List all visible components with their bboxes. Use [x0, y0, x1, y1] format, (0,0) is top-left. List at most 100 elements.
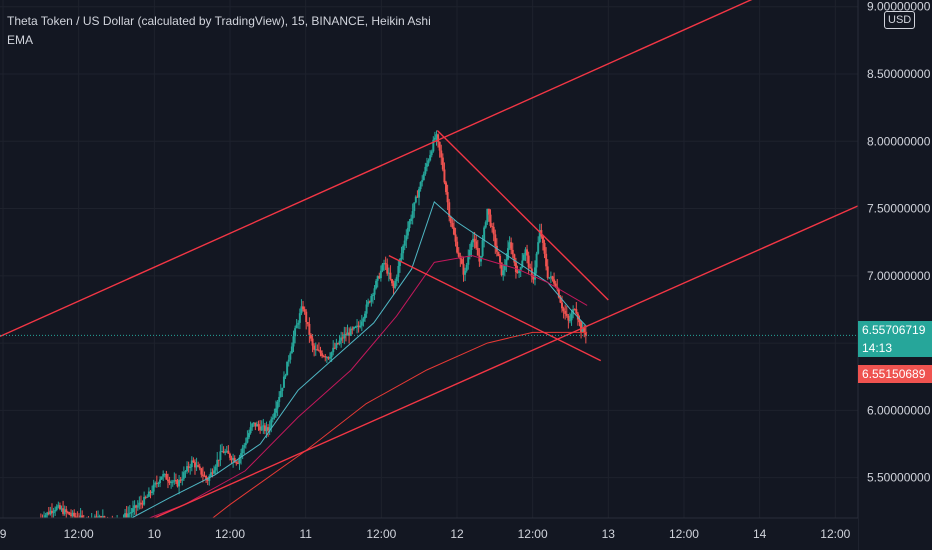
- candle-body: [128, 512, 131, 514]
- candle-body: [262, 425, 265, 427]
- currency-badge[interactable]: USD: [884, 11, 916, 29]
- candle-body: [427, 160, 430, 164]
- candle-body: [235, 462, 238, 464]
- candle-body: [297, 322, 300, 325]
- candle-body: [224, 451, 227, 453]
- candle-body: [181, 478, 184, 481]
- candle-body: [187, 466, 190, 468]
- candle-body: [46, 512, 49, 516]
- candle-body: [240, 453, 243, 458]
- candle-body: [462, 263, 465, 275]
- candle-body: [524, 249, 527, 255]
- candle-body: [329, 357, 332, 359]
- candle-body: [216, 459, 219, 467]
- candle-body: [519, 267, 522, 271]
- candle-body: [541, 236, 544, 243]
- candle-body: [197, 465, 200, 467]
- candle-body: [491, 226, 494, 228]
- candle-body: [281, 387, 284, 391]
- indicator-label[interactable]: EMA: [7, 33, 34, 47]
- ema-lines: [131, 200, 588, 550]
- candle-body: [341, 337, 344, 339]
- candle-body: [238, 457, 241, 464]
- candle-body: [529, 267, 532, 269]
- candle-body: [236, 462, 239, 464]
- candle-body: [230, 457, 233, 461]
- candle-body: [157, 482, 160, 484]
- candle-body: [492, 226, 495, 235]
- candle-body: [352, 327, 355, 329]
- candle-body: [373, 288, 376, 295]
- candle-body: [265, 427, 268, 432]
- candle-body: [159, 479, 162, 483]
- candle-body: [289, 353, 292, 360]
- candle-body: [267, 427, 270, 431]
- candle-body: [386, 264, 389, 274]
- candle-body: [500, 262, 503, 276]
- candle-body: [384, 263, 387, 265]
- candle-body: [395, 276, 398, 282]
- candle-body: [209, 472, 212, 477]
- candle-body: [584, 332, 587, 336]
- candle-body: [570, 314, 573, 321]
- candle-body: [173, 480, 176, 482]
- candle-body: [354, 326, 357, 328]
- candle-body: [63, 509, 66, 514]
- candle-body: [55, 506, 58, 510]
- trendlines[interactable]: [0, 0, 859, 519]
- trendline-wedge-bottom: [388, 255, 602, 362]
- candle-body: [144, 496, 147, 498]
- candle-body: [429, 155, 432, 161]
- candle-body: [171, 481, 174, 483]
- candle-body: [251, 423, 254, 428]
- candle-body: [346, 332, 349, 336]
- candle-body: [300, 306, 303, 314]
- candle-body: [513, 254, 516, 263]
- candle-body: [316, 349, 319, 351]
- time-axis-bg: [0, 518, 858, 550]
- price-axis[interactable]: 5.500000006.000000006.500000007.00000000…: [857, 0, 932, 550]
- candle-body: [333, 347, 336, 349]
- candle-body: [580, 322, 583, 333]
- time-axis[interactable]: 9 12:00 10 12:00 11 12:00 12 12:00 13 12:00 14 12:0…: [0, 517, 858, 550]
- candle-body: [470, 242, 473, 250]
- candle-body: [446, 192, 449, 203]
- candle-body: [452, 227, 455, 235]
- time-tick-label: 12:00: [64, 527, 94, 541]
- candle-body: [248, 433, 251, 438]
- candle-body: [279, 390, 282, 397]
- ema-medium-line: [131, 255, 588, 526]
- candle-body: [486, 208, 489, 223]
- candle-body: [203, 475, 206, 477]
- candle-body: [448, 202, 451, 217]
- candle-body: [151, 491, 154, 493]
- candle-body: [545, 253, 548, 267]
- candle-body: [138, 502, 141, 506]
- candle-body: [338, 340, 341, 344]
- candle-body: [538, 230, 541, 243]
- candle-body: [220, 451, 223, 453]
- candle-body: [349, 328, 352, 336]
- candle-body: [143, 496, 146, 505]
- countdown-tag: 14:13: [858, 339, 932, 357]
- candle-body: [413, 202, 416, 212]
- candle-body: [440, 150, 443, 158]
- candle-body: [557, 289, 560, 298]
- candle-body: [432, 139, 435, 152]
- time-tick-label: 14: [753, 527, 767, 541]
- candle-body: [503, 266, 506, 271]
- candle-body: [227, 450, 230, 454]
- candle-body: [162, 474, 165, 477]
- candle-body: [416, 196, 419, 198]
- candle-body: [551, 276, 554, 280]
- candle-body: [57, 505, 60, 507]
- candle-body: [476, 247, 479, 256]
- candle-body: [530, 268, 533, 277]
- candle-body: [546, 266, 549, 278]
- candle-body: [437, 134, 440, 142]
- candle-body: [527, 255, 530, 268]
- candle-body: [195, 465, 198, 468]
- candle-body: [222, 451, 225, 453]
- candle-body: [518, 270, 521, 274]
